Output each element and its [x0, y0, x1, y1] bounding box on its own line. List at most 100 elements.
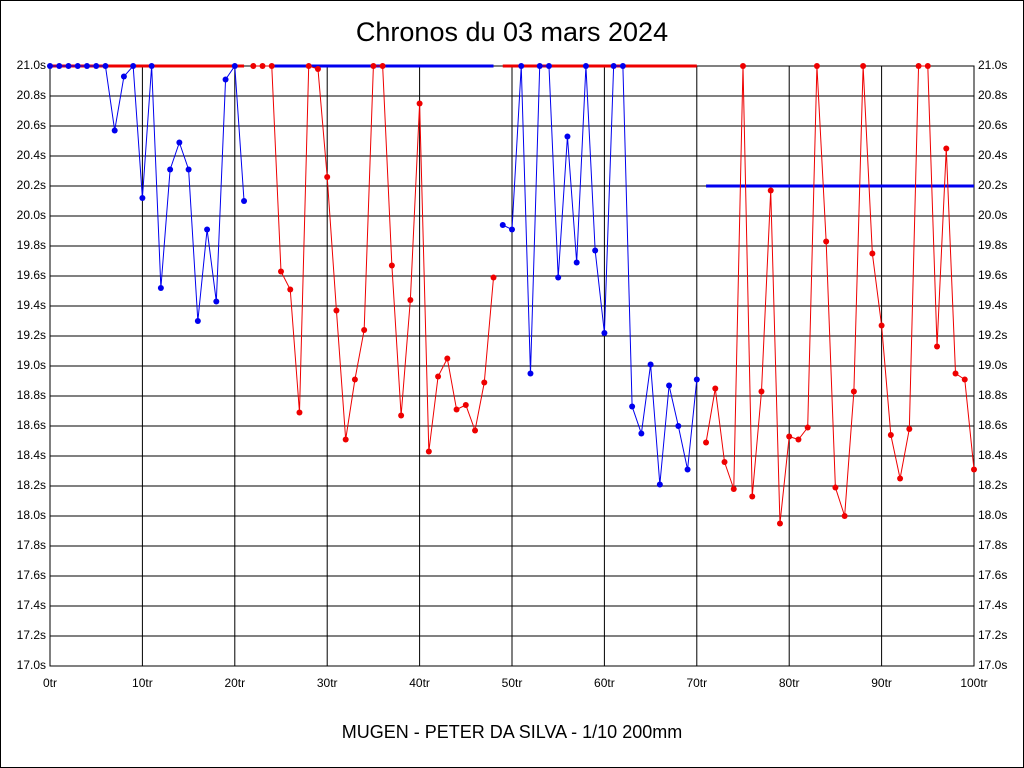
chart-title: Chronos du 03 mars 2024 — [356, 17, 668, 47]
data-point — [472, 427, 479, 434]
data-point — [56, 63, 63, 69]
y2-tick-label: 20.6s — [978, 118, 1007, 132]
x-axis-label: MUGEN - PETER DA SILVA - 1/10 200mm — [342, 722, 682, 742]
data-point — [130, 63, 137, 69]
data-point — [509, 226, 515, 233]
data-point — [841, 513, 848, 519]
y-tick-label: 19.2s — [17, 328, 46, 342]
y2-tick-label: 21.0s — [978, 58, 1007, 72]
data-point — [435, 373, 442, 380]
y2-tick-label: 20.8s — [978, 88, 1007, 102]
y-tick-label: 19.6s — [17, 268, 46, 282]
data-point — [906, 426, 913, 432]
y2-tick-label: 20.0s — [978, 208, 1007, 222]
x-tick-label: 80tr — [779, 676, 800, 690]
data-point — [148, 63, 155, 69]
data-point — [758, 388, 765, 395]
data-point — [287, 286, 294, 293]
y2-tick-label: 18.6s — [978, 418, 1007, 432]
y-tick-label: 18.0s — [17, 508, 46, 522]
data-point — [592, 247, 599, 254]
y-tick-label: 18.2s — [17, 478, 46, 492]
series-line — [50, 64, 698, 485]
data-point — [324, 174, 331, 180]
y-tick-label: 21.0s — [17, 58, 46, 72]
data-point — [795, 436, 802, 443]
x-tick-label: 60tr — [594, 676, 615, 690]
data-point — [961, 376, 968, 383]
data-point — [490, 274, 497, 281]
y-tick-label: 19.4s — [17, 298, 46, 312]
data-point — [536, 63, 543, 69]
data-point — [629, 403, 636, 410]
data-point — [730, 486, 737, 492]
data-point — [804, 424, 811, 431]
y-tick-label: 17.0s — [17, 658, 46, 672]
y-tick-label: 17.2s — [17, 628, 46, 642]
y2-tick-label: 17.2s — [978, 628, 1007, 642]
x-tick-label: 90tr — [871, 676, 892, 690]
data-point — [499, 222, 506, 228]
y-tick-label: 20.8s — [17, 88, 46, 102]
y2-tick-label: 18.2s — [978, 478, 1007, 492]
data-point — [518, 63, 525, 69]
data-point — [342, 436, 349, 443]
data-point — [259, 63, 266, 69]
y-tick-label: 20.0s — [17, 208, 46, 222]
y-tick-label: 20.4s — [17, 148, 46, 162]
data-point — [351, 376, 358, 383]
data-point — [897, 475, 904, 482]
data-point — [703, 439, 710, 446]
data-point — [268, 63, 275, 69]
y-tick-label: 19.0s — [17, 358, 46, 372]
x-tick-label: 70tr — [686, 676, 707, 690]
data-point — [222, 76, 229, 83]
y-tick-label: 17.4s — [17, 598, 46, 612]
data-point — [111, 127, 118, 134]
y2-tick-label: 17.8s — [978, 538, 1007, 552]
data-point — [712, 385, 719, 392]
y2-tick-label: 20.2s — [978, 178, 1007, 192]
x-tick-label: 40tr — [409, 676, 430, 690]
y-tick-label: 20.6s — [17, 118, 46, 132]
data-point — [601, 330, 608, 336]
data-point — [333, 307, 340, 314]
y-tick-label: 20.2s — [17, 178, 46, 192]
data-point — [619, 63, 626, 69]
data-point — [776, 520, 783, 527]
data-point — [545, 63, 552, 69]
data-point — [555, 274, 562, 281]
y2-tick-label: 19.0s — [978, 358, 1007, 372]
data-point — [74, 63, 81, 69]
data-point — [194, 318, 201, 324]
data-point — [693, 376, 700, 383]
data-point — [878, 322, 885, 329]
data-point — [924, 63, 931, 69]
data-point — [934, 343, 941, 350]
data-point — [453, 406, 460, 413]
y2-tick-label: 18.8s — [978, 388, 1007, 402]
data-point — [813, 63, 820, 69]
y2-tick-label: 17.6s — [978, 568, 1007, 582]
x-tick-label: 30tr — [317, 676, 338, 690]
y2-tick-label: 18.4s — [978, 448, 1007, 462]
y2-tick-label: 19.8s — [978, 238, 1007, 252]
data-point — [767, 187, 774, 194]
y2-tick-label: 19.6s — [978, 268, 1007, 282]
data-point — [462, 402, 469, 408]
y-tick-label: 17.6s — [17, 568, 46, 582]
y-tick-label: 18.6s — [17, 418, 46, 432]
x-tick-label: 10tr — [132, 676, 153, 690]
x-tick-label: 100tr — [960, 676, 987, 690]
y-tick-label: 18.4s — [17, 448, 46, 462]
data-point — [638, 430, 645, 437]
data-point — [388, 262, 395, 269]
y2-tick-label: 17.4s — [978, 598, 1007, 612]
y-tick-label: 18.8s — [17, 388, 46, 402]
data-point — [120, 73, 127, 80]
data-point — [416, 100, 423, 107]
data-point — [204, 226, 211, 233]
data-point — [647, 361, 654, 368]
data-point — [65, 63, 72, 69]
data-point — [278, 268, 284, 275]
